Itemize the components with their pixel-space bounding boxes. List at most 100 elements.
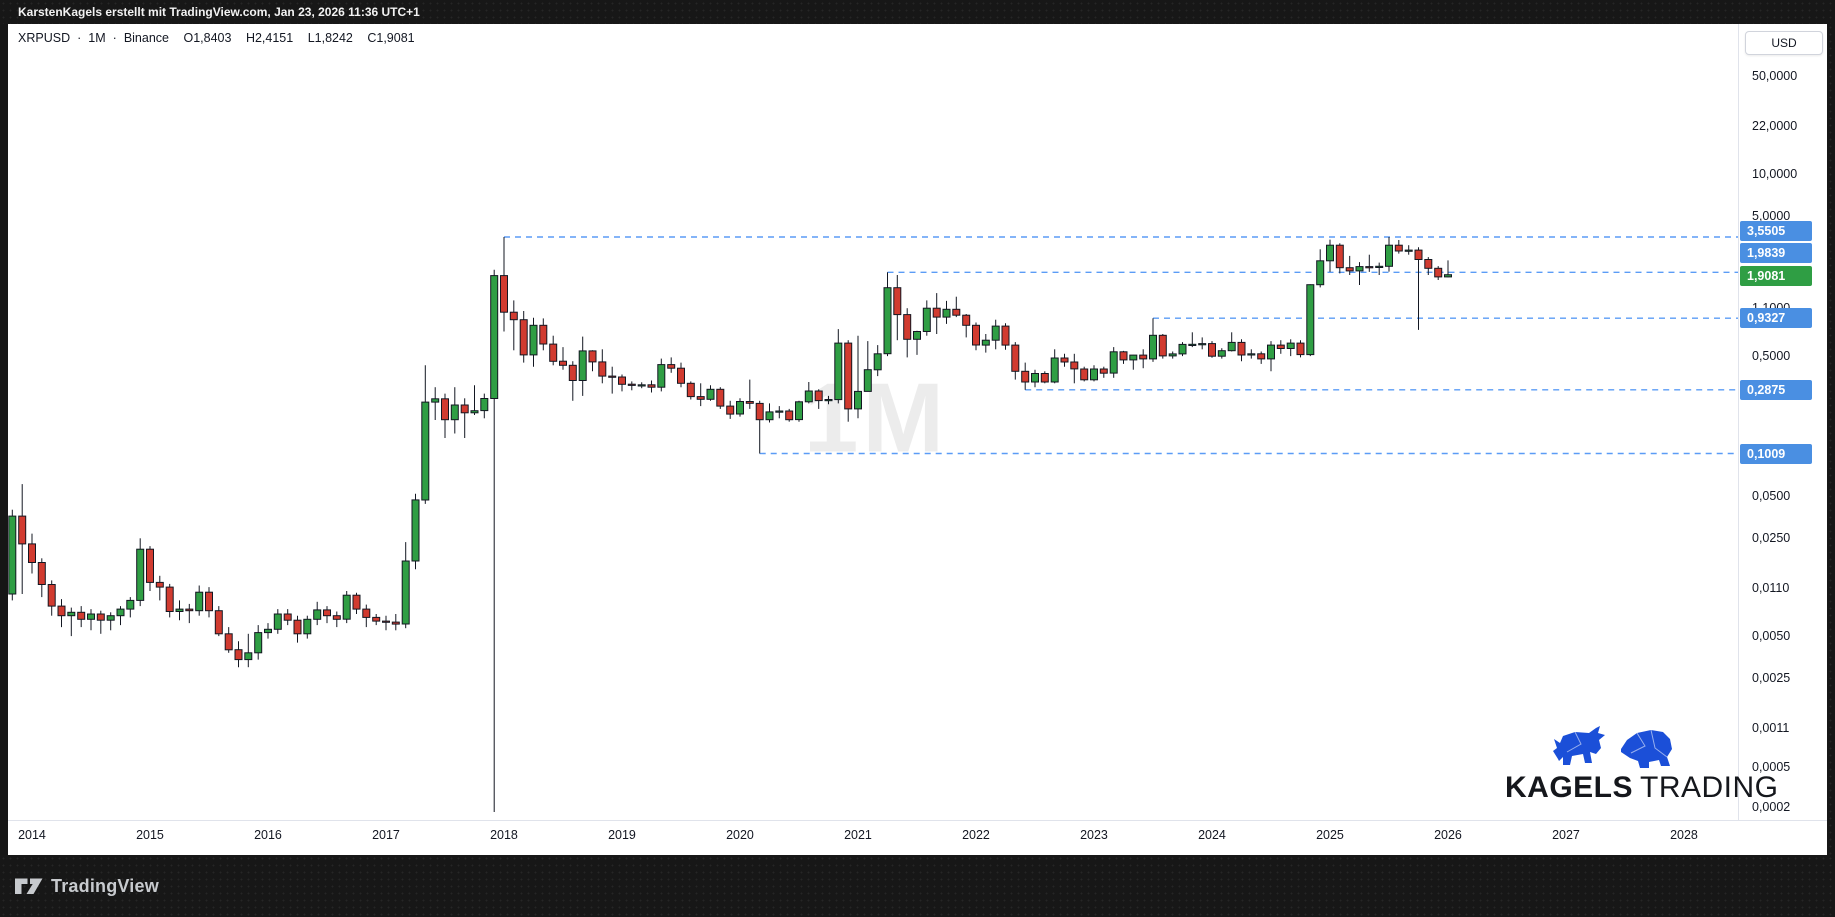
candle-body: [588, 350, 597, 363]
year-tick-label: 2027: [1552, 828, 1580, 842]
candle-body: [303, 618, 312, 635]
price-tick-label: 0,0110: [1752, 581, 1790, 596]
tradingview-brand[interactable]: TradingView: [51, 875, 159, 896]
candle-body: [1237, 341, 1246, 356]
candle-body: [1099, 368, 1108, 374]
candle-body: [146, 548, 154, 583]
candle-body: [175, 608, 184, 612]
candle-body: [706, 388, 715, 400]
symbol-legend[interactable]: XRPUSD · 1M · Binance O1,8403 H2,4151 L1,824…: [18, 31, 415, 45]
candle-body: [686, 382, 695, 398]
candle-body: [716, 388, 725, 407]
candle-body: [195, 591, 204, 612]
candle-body: [1090, 368, 1098, 381]
bull-bear-icon: [1553, 726, 1672, 768]
candle-body: [775, 410, 784, 413]
candle-body: [283, 613, 292, 621]
price-tick-label: 0,0002: [1752, 800, 1791, 814]
candle-body: [106, 615, 115, 621]
time-axis[interactable]: 2014 2015 2016 2017 2018 2019 2020 2021 2022 2023…: [8, 820, 1827, 856]
year-tick-label: 2018: [490, 828, 518, 842]
logo-text-bold: KAGELS: [1505, 771, 1634, 804]
candle-body: [352, 594, 361, 610]
symbol-name[interactable]: XRPUSD: [18, 31, 71, 45]
year-tick-label: 2016: [254, 828, 282, 842]
attribution-bar: KarstenKagels erstellt mit TradingView.c…: [0, 0, 1835, 24]
candle-body: [313, 609, 322, 620]
attribution-text: KarstenKagels erstellt mit TradingView.c…: [18, 5, 420, 19]
price-tick-label: 0,0005: [1752, 760, 1791, 774]
candle-body: [1031, 373, 1039, 383]
candle-body: [421, 401, 430, 501]
candle-body: [372, 616, 381, 622]
candle-body: [323, 609, 331, 617]
year-tick-label: 2025: [1316, 828, 1344, 842]
candle-body: [293, 619, 302, 635]
currency-label: USD: [1771, 36, 1797, 50]
candle-body: [28, 543, 36, 564]
candle-body: [549, 343, 558, 362]
price-tick-label: 0,0011: [1752, 721, 1790, 736]
candle-body: [745, 401, 754, 404]
candle-body: [205, 591, 213, 612]
candle-body: [185, 608, 194, 612]
candle-body: [942, 308, 951, 318]
candle-body: [470, 410, 479, 414]
right-edge: [1827, 24, 1835, 855]
candle-body: [972, 324, 980, 346]
candle-body: [362, 608, 371, 618]
year-tick-label: 2022: [962, 828, 990, 842]
kagels-trading-logo: KAGELS TRADING: [1505, 726, 1778, 806]
candle-body: [1109, 351, 1118, 374]
candle-body: [1158, 334, 1167, 357]
currency-button[interactable]: USD: [1745, 31, 1823, 55]
candle-body: [844, 342, 853, 410]
candle-body: [47, 584, 56, 607]
candle-body: [1286, 342, 1295, 350]
interval-label: 1M: [88, 31, 106, 45]
candle-body: [873, 353, 882, 371]
candle-body: [116, 608, 125, 617]
legend-separator: ·: [112, 31, 117, 45]
close-value: C1,9081: [367, 31, 415, 45]
support-resistance-lines: [504, 236, 1738, 455]
candle-body: [1434, 267, 1443, 278]
candle-body: [1424, 259, 1433, 269]
candle-body: [480, 398, 489, 412]
price-tick-label: 50,0000: [1752, 69, 1798, 84]
candle-body: [1247, 353, 1256, 356]
candle-body: [932, 307, 941, 318]
candle-body: [913, 331, 921, 340]
candle-body: [696, 396, 705, 400]
price-tick-label: 0,0500: [1752, 489, 1791, 504]
candle-body: [952, 308, 961, 316]
candle-body: [431, 398, 440, 403]
candle-body: [1188, 343, 1197, 346]
candle-body: [1316, 260, 1325, 286]
candle-body: [1119, 351, 1128, 361]
year-tick-label: 2026: [1434, 828, 1462, 842]
year-tick-label: 2023: [1080, 828, 1108, 842]
candle-body: [1198, 343, 1207, 346]
price-axis[interactable]: USD 50,000022,000010,00005,00001,10000,5…: [1738, 24, 1828, 820]
candle-body: [568, 364, 577, 381]
year-tick-label: 2017: [372, 828, 400, 842]
candle-body: [67, 611, 76, 617]
level-price-badge: 0,1009: [1740, 444, 1812, 464]
tradingview-logo[interactable]: TradingView: [14, 876, 159, 897]
candle-body: [1129, 354, 1138, 361]
candle-body: [893, 287, 902, 316]
level-price-badge: 0,9327: [1740, 308, 1812, 328]
candle-body: [1345, 267, 1354, 272]
year-tick-label: 2028: [1670, 828, 1698, 842]
footer-bar: TradingView: [0, 855, 1835, 917]
last-price-badge: 1,9081: [1740, 266, 1812, 286]
candle-body: [1306, 284, 1315, 356]
candle-body: [1404, 249, 1413, 252]
candle-body: [18, 515, 27, 545]
candle-body: [391, 621, 400, 625]
price-tick-label: 0,0050: [1752, 629, 1791, 644]
candle-body: [1444, 274, 1452, 278]
candle-body: [903, 314, 912, 340]
